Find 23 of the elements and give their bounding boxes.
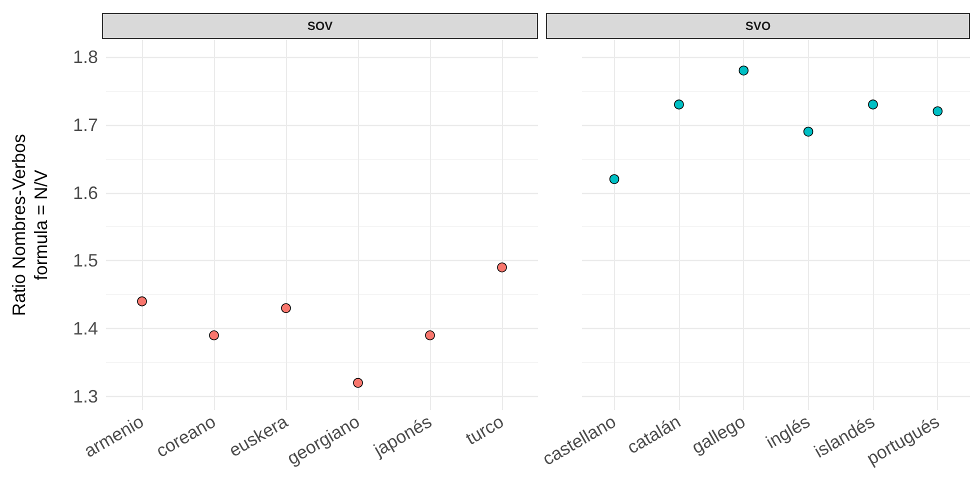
chart-title: SVO	[546, 13, 970, 39]
point	[281, 303, 291, 314]
y-tick-label: 1.7	[72, 114, 98, 135]
point	[209, 330, 219, 340]
point	[803, 126, 814, 137]
y-tick-label: 1.4	[72, 318, 98, 339]
y-tick-label: 1.6	[72, 182, 98, 203]
y-tick-label: 1.5	[72, 250, 98, 271]
point	[425, 330, 435, 340]
point	[497, 262, 507, 272]
y-tick-label: 1.8	[72, 46, 98, 67]
x-tick-label: turco	[462, 411, 507, 449]
point	[353, 378, 363, 388]
x-tick-label: inglés	[762, 411, 814, 452]
point	[868, 100, 878, 110]
y-axis-title: Ratio Nombres-Verbos formula = N/V	[9, 134, 51, 316]
y-tick-label: 1.3	[72, 386, 98, 406]
point	[609, 174, 620, 184]
chart-title: SOV	[102, 13, 538, 39]
point	[932, 106, 943, 116]
point	[137, 296, 147, 306]
point	[738, 66, 749, 76]
point	[674, 100, 684, 110]
